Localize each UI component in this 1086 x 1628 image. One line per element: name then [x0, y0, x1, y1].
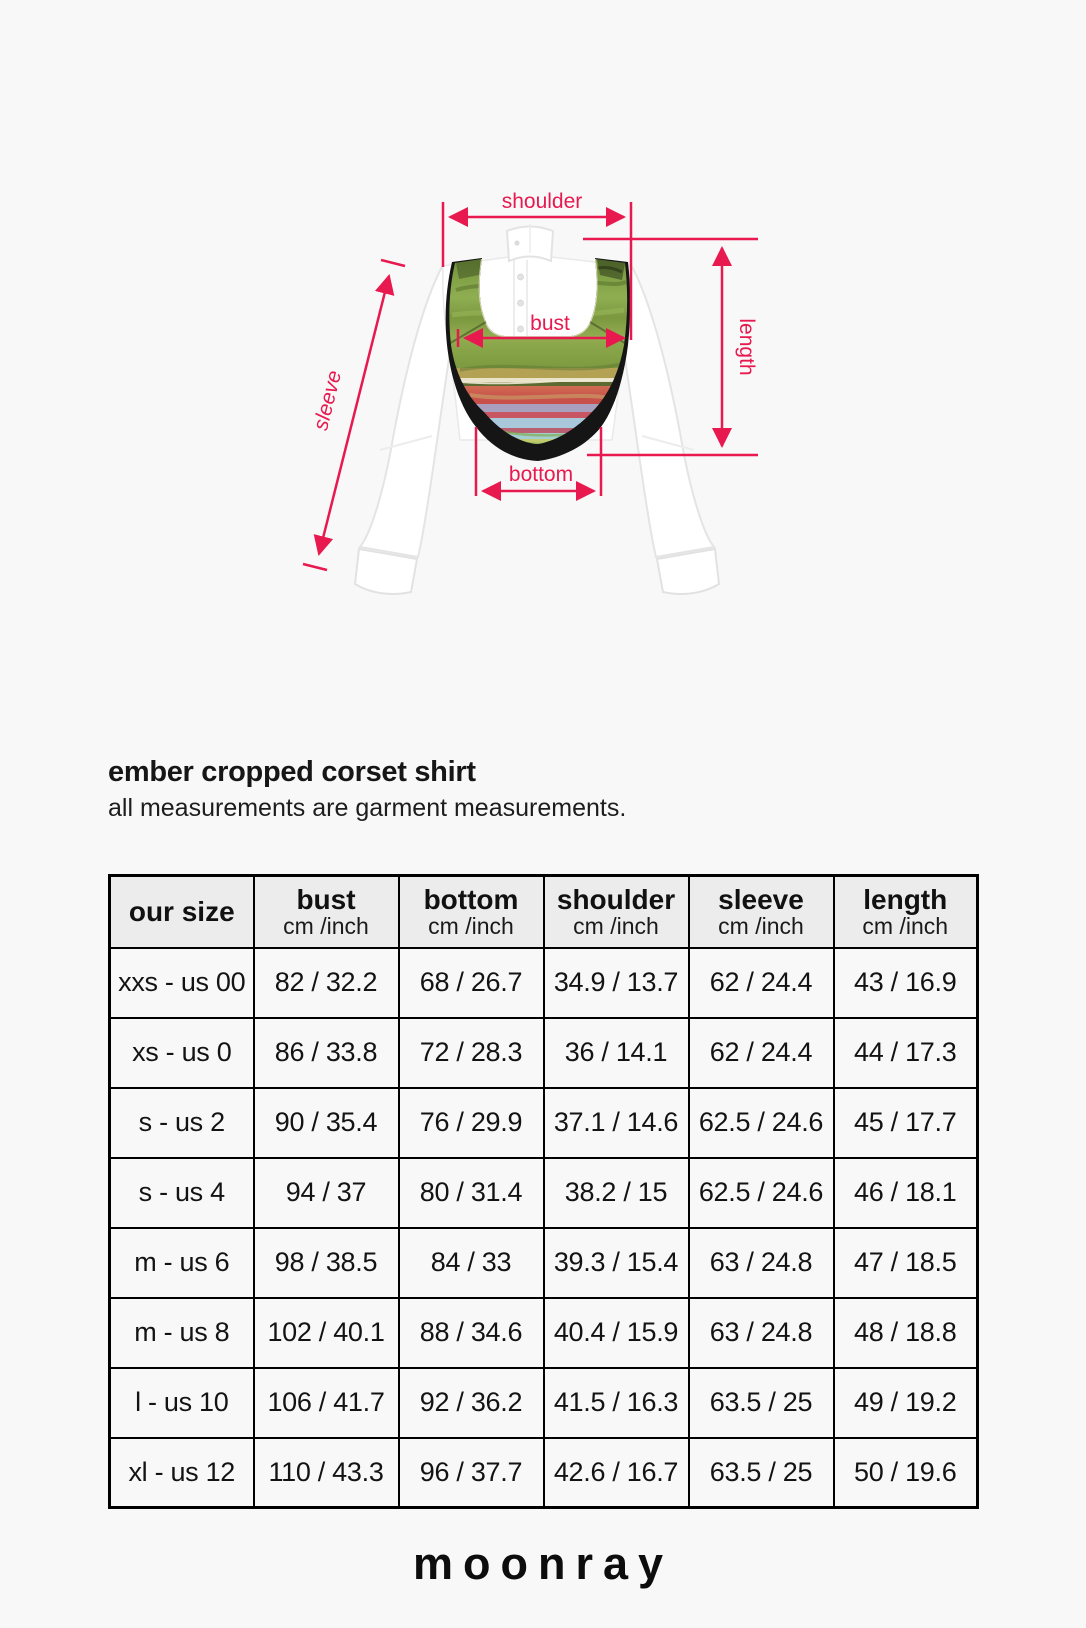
button: [517, 299, 524, 307]
brand-logo: moonray: [412, 1538, 674, 1589]
sleeve-end-tick-bottom: [302, 562, 328, 572]
cell-length: 47 / 18.5: [832, 1226, 979, 1299]
table-row: m - us 6 98 / 38.5 84 / 33 39.3 / 15.4 6…: [108, 1226, 979, 1299]
cell-bust: 94 / 37: [252, 1156, 400, 1229]
cell-bust: 82 / 32.2: [252, 946, 400, 1019]
cell-length: 45 / 17.7: [832, 1086, 979, 1159]
collar-button: [514, 240, 520, 246]
garment-illustration: shoulder bust length bottom sleeve: [302, 190, 758, 595]
cell-sleeve: 63.5 / 25: [687, 1436, 835, 1509]
table-header-row: our size bust cm /inch bottom cm /inch sho…: [108, 874, 979, 949]
cell-size: xs - us 0: [108, 1016, 255, 1089]
button: [517, 325, 524, 333]
corset-shape: [445, 258, 631, 461]
cell-bust: 90 / 35.4: [252, 1086, 400, 1159]
cell-shoulder: 39.3 / 15.4: [542, 1226, 690, 1299]
cell-bust: 86 / 33.8: [252, 1016, 400, 1089]
measurement-lines: [302, 202, 758, 572]
table-row: m - us 8 102 / 40.1 88 / 34.6 40.4 / 15.…: [108, 1296, 979, 1369]
table-row: xl - us 12 110 / 43.3 96 / 37.7 42.6 / 1…: [108, 1436, 979, 1509]
cell-sleeve: 63.5 / 25: [687, 1366, 835, 1439]
table-row: xs - us 0 86 / 33.8 72 / 28.3 36 / 14.1 …: [108, 1016, 979, 1089]
cell-size: s - us 4: [108, 1156, 255, 1229]
cell-shoulder: 37.1 / 14.6: [542, 1086, 690, 1159]
cell-bottom: 76 / 29.9: [397, 1086, 545, 1159]
cell-shoulder: 38.2 / 15: [542, 1156, 690, 1229]
cell-bust: 110 / 43.3: [252, 1436, 400, 1509]
bust-dimension-label: bust: [530, 312, 570, 335]
cell-sleeve: 63 / 24.8: [687, 1226, 835, 1299]
right-cuff: [655, 547, 721, 595]
cell-bottom: 88 / 34.6: [397, 1296, 545, 1369]
cell-length: 49 / 19.2: [832, 1366, 979, 1439]
cell-length: 44 / 17.3: [832, 1016, 979, 1089]
cell-bottom: 84 / 33: [397, 1226, 545, 1299]
cell-sleeve: 63 / 24.8: [687, 1296, 835, 1369]
placket: [513, 260, 528, 336]
cell-bottom: 92 / 36.2: [397, 1366, 545, 1439]
corset-print: [449, 259, 628, 444]
cell-bust: 98 / 38.5: [252, 1226, 400, 1299]
sleeve-end-tick-top: [380, 258, 406, 268]
cell-bust: 102 / 40.1: [252, 1296, 400, 1369]
bottom-dimension-label: bottom: [509, 463, 573, 486]
cell-size: xxs - us 00: [108, 946, 255, 1019]
size-chart-table: our size bust cm /inch bottom cm /inch sho…: [108, 874, 979, 1509]
sleeve-dimension-label: sleeve: [309, 368, 346, 432]
cell-size: m - us 6: [108, 1226, 255, 1299]
cell-length: 46 / 18.1: [832, 1156, 979, 1229]
cell-sleeve: 62.5 / 24.6: [687, 1156, 835, 1229]
cell-length: 50 / 19.6: [832, 1436, 979, 1509]
length-dimension-label: length: [735, 318, 758, 375]
cell-bust: 106 / 41.7: [252, 1366, 400, 1439]
sleeve-dimension-line: [313, 274, 395, 556]
cell-length: 48 / 18.8: [832, 1296, 979, 1369]
cell-sleeve: 62 / 24.4: [687, 946, 835, 1019]
cell-bottom: 68 / 26.7: [397, 946, 545, 1019]
page-subtitle: all measurements are garment measurement…: [108, 794, 627, 822]
right-sleeve-seam: [641, 435, 695, 451]
column-header-shoulder: shoulder cm /inch: [542, 874, 690, 949]
button: [517, 273, 524, 281]
column-header-length: length cm /inch: [832, 874, 979, 949]
cell-shoulder: 42.6 / 16.7: [542, 1436, 690, 1509]
shoulder-dimension-label: shoulder: [502, 190, 583, 213]
cell-shoulder: 40.4 / 15.9: [542, 1296, 690, 1369]
cell-bottom: 72 / 28.3: [397, 1016, 545, 1089]
cell-sleeve: 62.5 / 24.6: [687, 1086, 835, 1159]
column-header-sleeve: sleeve cm /inch: [687, 874, 835, 949]
column-header-bottom: bottom cm /inch: [397, 874, 545, 949]
cell-sleeve: 62 / 24.4: [687, 1016, 835, 1089]
cell-bottom: 96 / 37.7: [397, 1436, 545, 1509]
cell-size: s - us 2: [108, 1086, 255, 1159]
column-header-bust: bust cm /inch: [252, 874, 400, 949]
shirt-left-sleeve: [358, 261, 452, 559]
table-row: s - us 4 94 / 37 80 / 31.4 38.2 / 15 62.…: [108, 1156, 979, 1229]
cell-length: 43 / 16.9: [832, 946, 979, 1019]
cell-shoulder: 41.5 / 16.3: [542, 1366, 690, 1439]
table-row: xxs - us 00 82 / 32.2 68 / 26.7 34.9 / 1…: [108, 946, 979, 1019]
cell-size: l - us 10: [108, 1366, 255, 1439]
cell-shoulder: 34.9 / 13.7: [542, 946, 690, 1019]
table-row: l - us 10 106 / 41.7 92 / 36.2 41.5 / 16…: [108, 1366, 979, 1439]
cell-size: m - us 8: [108, 1296, 255, 1369]
cell-bottom: 80 / 31.4: [397, 1156, 545, 1229]
page-title: ember cropped corset shirt: [108, 756, 476, 788]
left-cuff: [353, 547, 419, 595]
column-header-size: our size: [108, 874, 255, 949]
collar: [505, 224, 555, 263]
cell-size: xl - us 12: [108, 1436, 255, 1509]
garment-diagram: shoulder bust length bottom sleeve: [260, 140, 820, 610]
table-row: s - us 2 90 / 35.4 76 / 29.9 37.1 / 14.6…: [108, 1086, 979, 1159]
cell-shoulder: 36 / 14.1: [542, 1016, 690, 1089]
shirt-right-sleeve: [622, 261, 716, 559]
